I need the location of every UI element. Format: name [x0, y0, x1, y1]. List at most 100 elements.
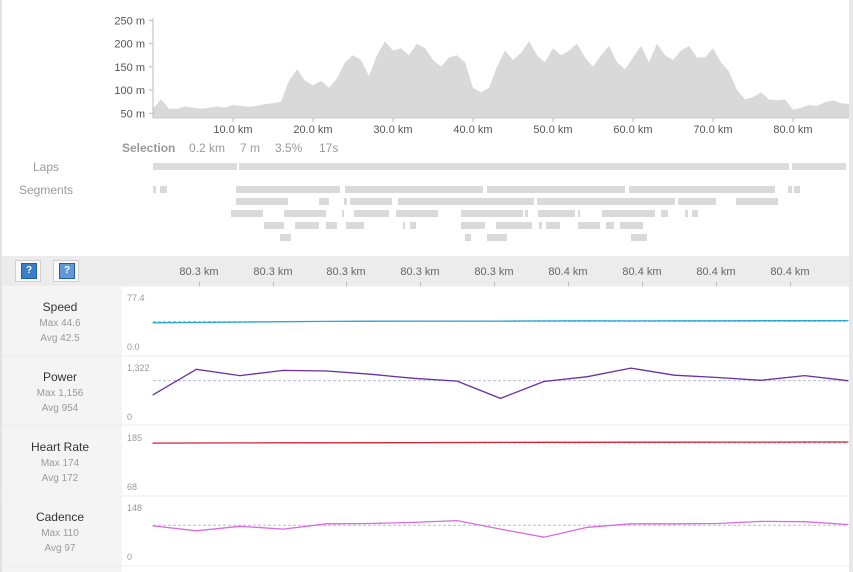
- series-point: [326, 442, 328, 444]
- series-point: [369, 320, 371, 322]
- selection-time: 17s: [319, 141, 339, 155]
- segment-bar[interactable]: [602, 210, 655, 217]
- distance-tick: [199, 282, 200, 287]
- metric-axis-min: 0: [127, 552, 133, 562]
- elevation-area: [153, 41, 849, 118]
- segment-bar[interactable]: [685, 210, 688, 217]
- segment-bar[interactable]: [280, 234, 290, 241]
- elevation-x-tick-label: 10.0 km: [213, 124, 252, 136]
- segment-bar[interactable]: [326, 222, 337, 229]
- series-point: [760, 441, 762, 443]
- segment-bar[interactable]: [403, 222, 405, 229]
- series-point: [673, 441, 675, 443]
- segment-bar[interactable]: [350, 198, 392, 205]
- series-point: [239, 375, 241, 377]
- lap-bar[interactable]: [153, 163, 237, 170]
- series-line-speed: [152, 319, 849, 324]
- metric-axis-max: 148: [127, 503, 143, 513]
- series-point: [326, 370, 328, 372]
- segment-bar[interactable]: [487, 186, 625, 193]
- segment-bar[interactable]: [629, 186, 775, 193]
- help-button[interactable]: ?: [15, 260, 41, 282]
- segment-bar[interactable]: [678, 198, 716, 205]
- segment-bar[interactable]: [398, 198, 534, 205]
- series-point: [282, 442, 284, 444]
- series-point: [717, 522, 719, 525]
- question-icon: ?: [21, 263, 37, 279]
- segment-bar[interactable]: [461, 210, 523, 217]
- segment-bar[interactable]: [236, 186, 340, 193]
- metric-axis-max: 185: [127, 433, 143, 443]
- segment-bar[interactable]: [606, 222, 614, 229]
- series-point: [413, 442, 415, 444]
- series-point: [673, 523, 675, 525]
- segment-bar[interactable]: [661, 210, 668, 217]
- metric-axis-min: 68: [127, 482, 138, 492]
- segment-bar[interactable]: [153, 186, 156, 193]
- distance-tick: [273, 282, 274, 287]
- segment-bar[interactable]: [461, 222, 485, 229]
- series-point: [282, 528, 284, 530]
- segment-bar[interactable]: [794, 186, 800, 193]
- segment-bar[interactable]: [620, 222, 643, 229]
- distance-tick: [568, 282, 569, 287]
- segment-bar[interactable]: [295, 222, 319, 229]
- series-point: [586, 320, 589, 322]
- series-point: [630, 320, 632, 322]
- segment-bar[interactable]: [284, 210, 326, 217]
- distance-tick-label: 80.3 km: [179, 266, 219, 278]
- help-button[interactable]: ?: [53, 260, 79, 282]
- segment-bar[interactable]: [410, 222, 416, 229]
- segment-bar[interactable]: [525, 210, 528, 217]
- segment-bar[interactable]: [578, 210, 580, 217]
- scrollbar-track[interactable]: [849, 0, 853, 572]
- metric-avg: Avg 97: [44, 543, 76, 554]
- series-point: [456, 520, 458, 522]
- segment-bar[interactable]: [345, 186, 483, 193]
- series-point: [456, 380, 458, 382]
- distance-tick-label: 80.4 km: [622, 266, 662, 278]
- metric-labels-column: [2, 287, 122, 572]
- segment-bar[interactable]: [160, 186, 167, 193]
- elevation-x-tick-label: 30.0 km: [373, 124, 412, 136]
- segment-bar[interactable]: [692, 210, 698, 217]
- segment-bar[interactable]: [344, 198, 347, 205]
- series-point: [630, 523, 632, 525]
- series-point: [413, 521, 415, 524]
- lap-bar[interactable]: [792, 163, 846, 170]
- distance-tick-label: 80.3 km: [326, 266, 366, 278]
- segment-bar[interactable]: [354, 210, 389, 217]
- segment-bar[interactable]: [539, 222, 542, 229]
- segment-bar[interactable]: [236, 198, 288, 205]
- series-point: [543, 320, 545, 322]
- segment-bar[interactable]: [546, 222, 560, 229]
- metric-max: Max 174: [40, 458, 80, 469]
- segment-bar[interactable]: [788, 186, 792, 193]
- segment-bar[interactable]: [231, 210, 263, 217]
- segment-bar[interactable]: [346, 222, 364, 229]
- elevation-chart[interactable]: 250 m 200 m 150 m 100 m 50 m 10.0 km 20.0 km 30…: [0, 0, 853, 160]
- series-point: [586, 376, 589, 378]
- series-point: [413, 320, 415, 322]
- segment-bar[interactable]: [538, 210, 575, 217]
- elevation-x-tick-label: 50.0 km: [533, 124, 572, 136]
- segment-bar[interactable]: [289, 234, 291, 241]
- series-point: [195, 442, 197, 444]
- segment-bar[interactable]: [487, 234, 507, 241]
- segment-bar[interactable]: [537, 198, 675, 205]
- segment-bar[interactable]: [465, 234, 471, 241]
- segment-bar[interactable]: [736, 198, 778, 205]
- segment-bar[interactable]: [496, 222, 532, 229]
- segment-bar[interactable]: [578, 222, 600, 229]
- segment-bar[interactable]: [264, 222, 284, 229]
- series-point: [717, 376, 719, 379]
- distance-tick-label: 80.4 km: [696, 266, 736, 278]
- segment-bar[interactable]: [342, 210, 344, 217]
- metric-axis-max: 77.4: [127, 293, 145, 303]
- segment-bar[interactable]: [631, 234, 647, 241]
- distance-tick-label: 80.4 km: [548, 266, 588, 278]
- lap-bar[interactable]: [239, 163, 789, 170]
- segment-bar[interactable]: [396, 210, 438, 217]
- series-point: [673, 320, 675, 322]
- segment-bar[interactable]: [319, 198, 329, 205]
